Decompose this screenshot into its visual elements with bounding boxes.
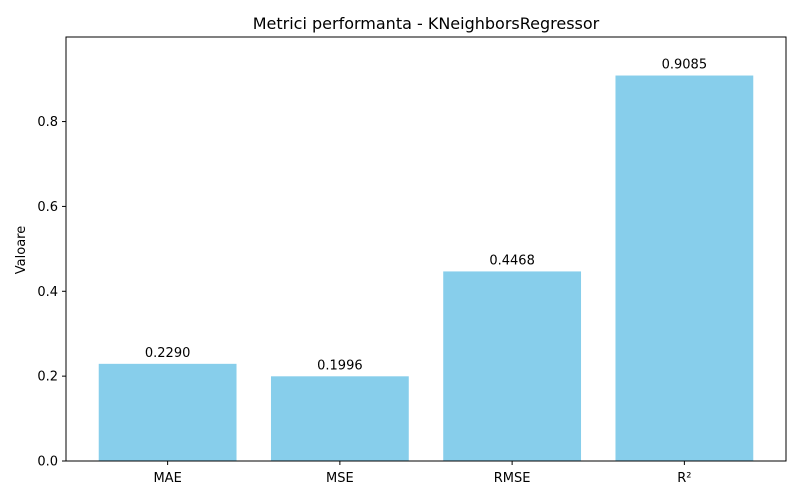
x-tick-label: RMSE [494,471,531,486]
data-label: 0.2290 [145,346,191,361]
x-tick-label: R² [677,471,691,486]
y-tick-label: 0.6 [37,200,58,215]
chart-title: Metrici performanta - KNeighborsRegresso… [253,14,600,33]
data-label: 0.1996 [317,358,363,373]
bars-group [98,75,754,461]
y-tick-label: 0.2 [37,370,58,385]
x-tick-label: MSE [326,471,354,486]
bar-r [615,75,754,461]
data-labels-group: 0.2290 0.1996 0.4468 0.9085 [145,58,707,374]
bar-rmse [443,271,582,461]
data-label: 0.4468 [489,253,535,268]
bar-mae [98,363,237,461]
y-tick-label: 0.0 [37,455,58,470]
bar-mse [270,376,409,461]
data-label: 0.9085 [662,58,708,73]
x-tick-label: MAE [153,471,181,486]
plot-frame [65,36,787,462]
y-tick-label: 0.4 [37,285,58,300]
y-tick-label: 0.8 [37,115,58,130]
ticks-group: MAE MSE RMSE R² 0.0 0.2 0.4 0.6 0.8 [37,115,691,486]
y-axis-label: Valoare [14,226,29,274]
